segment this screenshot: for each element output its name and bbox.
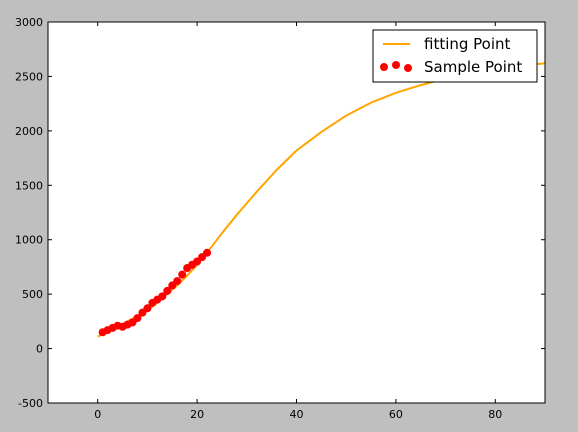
sample-point xyxy=(203,248,212,257)
plot-frame xyxy=(47,21,546,404)
sample-point xyxy=(133,314,142,323)
y-tick-label: 3000 xyxy=(15,16,43,29)
sample-point xyxy=(178,270,187,279)
legend-point-marker xyxy=(404,64,412,72)
series-points xyxy=(98,248,212,337)
y-tick-label: 1000 xyxy=(15,234,43,247)
legend-label-fitting: fitting Point xyxy=(424,35,511,53)
x-tick-label: 0 xyxy=(94,408,101,421)
y-tick-label: 2500 xyxy=(15,70,43,83)
sample-point xyxy=(163,286,172,295)
x-axis-ticks: 0 20 40 60 80 xyxy=(94,22,502,421)
x-tick-label: 20 xyxy=(190,408,204,421)
x-tick-label: 60 xyxy=(389,408,403,421)
sample-point xyxy=(143,304,152,313)
x-tick-label: 40 xyxy=(290,408,304,421)
y-tick-label: -500 xyxy=(18,397,43,410)
x-tick-label: 80 xyxy=(488,408,502,421)
sample-point xyxy=(173,277,182,286)
y-axis-ticks: -500 0 500 1000 1500 2000 2500 3000 xyxy=(15,16,545,410)
sample-point xyxy=(158,292,167,301)
legend: fitting Point Sample Point xyxy=(372,29,538,83)
legend-point-marker xyxy=(380,63,388,71)
y-tick-label: 2000 xyxy=(15,125,43,138)
y-tick-label: 500 xyxy=(22,288,43,301)
legend-point-marker xyxy=(392,61,400,69)
legend-label-sample: Sample Point xyxy=(424,58,522,76)
y-tick-label: 0 xyxy=(36,343,43,356)
plot-area xyxy=(48,22,545,403)
y-tick-label: 1500 xyxy=(15,179,43,192)
legend-box xyxy=(372,29,538,83)
